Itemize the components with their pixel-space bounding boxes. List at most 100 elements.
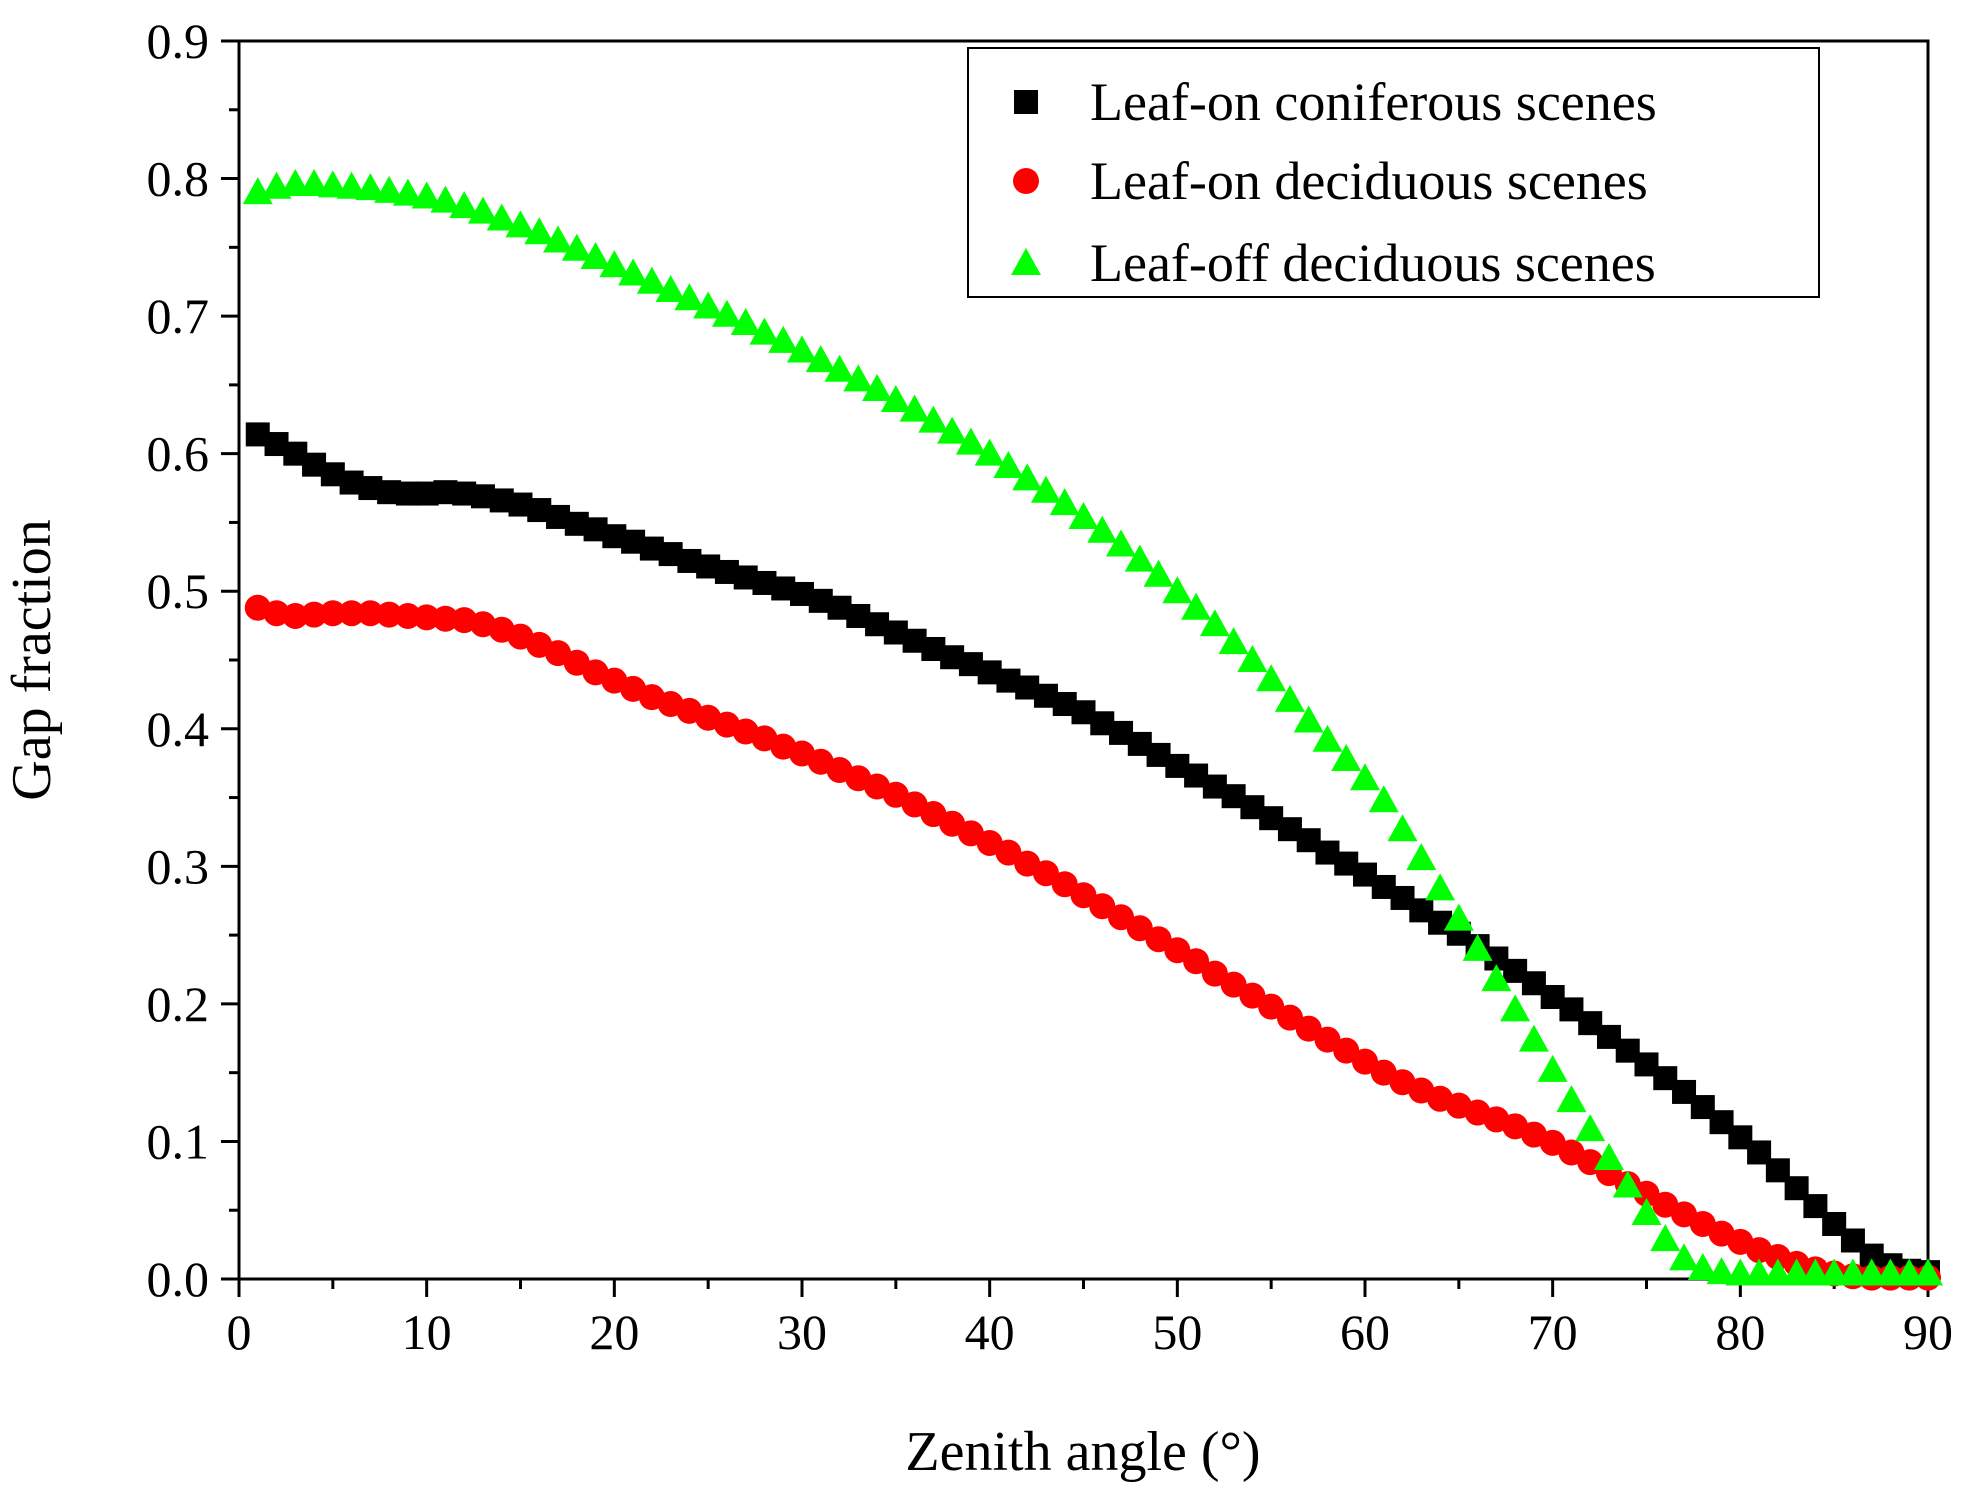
data-point — [1631, 1197, 1662, 1225]
data-point — [749, 317, 780, 345]
data-point — [1032, 860, 1059, 887]
data-point — [336, 171, 367, 199]
legend-marker-circle — [1013, 168, 1039, 194]
data-point — [1183, 948, 1210, 975]
data-point — [1500, 994, 1531, 1022]
series-circle-markers — [244, 594, 1941, 1291]
data-point — [357, 600, 384, 627]
data-point — [355, 173, 386, 201]
data-point — [1220, 971, 1247, 998]
data-point — [1089, 893, 1116, 920]
data-point — [1387, 814, 1418, 842]
data-point — [580, 241, 611, 269]
x-tick-label: 70 — [1528, 1304, 1578, 1360]
legend-marker-square — [1014, 90, 1038, 114]
data-point — [1201, 960, 1228, 987]
data-point — [1274, 684, 1305, 712]
data-point — [1239, 982, 1266, 1009]
data-point — [1237, 645, 1268, 672]
x-tick-label: 30 — [777, 1304, 827, 1360]
data-point — [1049, 488, 1080, 516]
data-point — [1368, 785, 1399, 813]
data-point — [1837, 1258, 1868, 1286]
series-triangle-markers — [242, 169, 1943, 1286]
data-point — [413, 604, 440, 631]
data-point — [1256, 664, 1287, 692]
data-point — [1875, 1258, 1906, 1286]
data-point — [317, 170, 348, 198]
data-point — [1164, 937, 1191, 964]
data-point — [862, 374, 893, 402]
legend-box — [967, 47, 1820, 298]
data-point — [394, 602, 421, 629]
data-point — [1145, 926, 1172, 953]
data-point — [561, 233, 592, 261]
x-tick-label: 20 — [589, 1304, 639, 1360]
legend-marker-triangle — [1011, 248, 1041, 275]
data-point — [524, 217, 555, 245]
legend-label: Leaf-on coniferous scenes — [1090, 72, 1657, 132]
legend-label: Leaf-on deciduous scenes — [1090, 151, 1648, 211]
y-tick-label: 0.5 — [147, 563, 210, 619]
y-tick-label: 0.3 — [147, 838, 210, 894]
data-point — [1218, 627, 1249, 655]
data-point — [1462, 933, 1493, 961]
series-square-markers — [245, 422, 1940, 1285]
data-markers — [242, 169, 1943, 1291]
data-point — [1650, 1224, 1681, 1252]
data-point — [1295, 1015, 1322, 1042]
data-point — [1276, 1004, 1303, 1031]
data-point — [1012, 463, 1043, 491]
data-point — [301, 601, 328, 628]
data-point — [411, 181, 442, 209]
data-point — [899, 394, 930, 422]
data-point — [1333, 1037, 1360, 1064]
data-point — [1593, 1142, 1624, 1170]
data-point — [1108, 904, 1135, 931]
data-point — [1518, 1024, 1549, 1052]
data-point — [1744, 1258, 1775, 1286]
data-point — [824, 354, 855, 382]
data-point — [1856, 1258, 1887, 1286]
y-tick-label: 0.2 — [147, 976, 210, 1032]
y-tick-label: 0.7 — [147, 288, 210, 344]
data-point — [319, 600, 346, 627]
legend-label: Leaf-off deciduous scenes — [1090, 233, 1656, 293]
data-point — [636, 266, 667, 294]
data-point — [1819, 1258, 1850, 1286]
data-point — [655, 274, 686, 302]
data-point — [937, 416, 968, 444]
data-point — [392, 178, 423, 206]
data-point — [993, 451, 1024, 479]
y-tick-label: 0.1 — [147, 1113, 210, 1169]
data-point — [674, 283, 705, 311]
data-point — [693, 291, 724, 319]
data-point — [1126, 915, 1153, 942]
data-point — [1258, 993, 1285, 1020]
data-point — [805, 345, 836, 373]
data-point — [1312, 724, 1343, 752]
data-point — [1537, 1054, 1568, 1082]
data-point — [1124, 544, 1155, 572]
data-point — [1070, 882, 1097, 909]
data-point — [1762, 1258, 1793, 1286]
data-point — [1556, 1085, 1587, 1113]
data-point — [376, 601, 403, 628]
data-point — [374, 175, 405, 203]
data-point — [1706, 1257, 1737, 1285]
y-tick-label: 0.4 — [147, 701, 210, 757]
y-tick-label: 0.8 — [147, 151, 210, 207]
data-point — [432, 605, 459, 632]
data-point — [1406, 843, 1437, 871]
x-tick-label: 0 — [227, 1304, 252, 1360]
data-point — [1162, 576, 1193, 604]
data-point — [1087, 515, 1118, 543]
data-point — [1143, 559, 1174, 587]
data-point — [955, 427, 986, 455]
data-point — [1068, 501, 1099, 529]
data-point — [1425, 873, 1456, 901]
data-point — [618, 258, 649, 286]
data-point — [1030, 475, 1061, 503]
